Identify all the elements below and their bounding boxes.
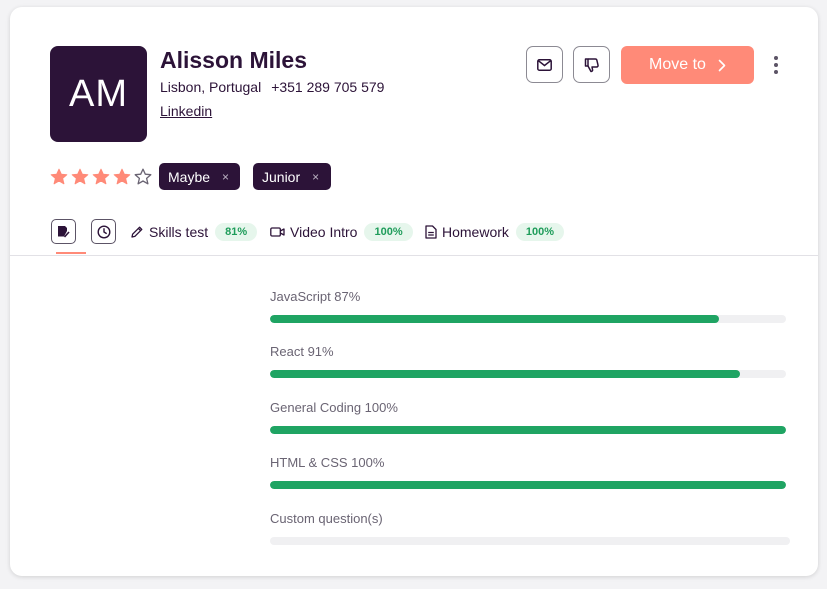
phone: +351 289 705 579 (271, 79, 385, 95)
tab-homework[interactable]: Homework 100% (425, 221, 565, 243)
tab-badge: 100% (515, 223, 565, 241)
star-filled-icon[interactable] (50, 168, 68, 186)
candidate-card: AM Alisson Miles Lisbon, Portugal +351 28… (10, 7, 818, 576)
tab-badge: 100% (364, 223, 413, 241)
tab-bar: Skills test 81% Video Intro 100% Homewor… (10, 218, 818, 256)
star-filled-icon[interactable] (71, 168, 89, 186)
remove-tag-icon[interactable]: × (222, 169, 230, 184)
tab-label: Homework (442, 224, 509, 240)
remove-tag-icon[interactable]: × (312, 169, 320, 184)
tab-video-intro[interactable]: Video Intro 100% (270, 221, 413, 243)
tab-label: Skills test (149, 224, 209, 240)
skill-progress-track (270, 426, 786, 434)
candidate-name: Alisson Miles (160, 47, 307, 73)
more-options-icon[interactable] (770, 55, 782, 75)
tag-label: Maybe (168, 168, 211, 185)
skill-progress-fill (270, 315, 719, 323)
skill-label: JavaScript 87% (270, 289, 361, 304)
skill-row: Custom question(s) (270, 511, 790, 545)
candidate-meta: Lisbon, Portugal +351 289 705 579 (160, 79, 384, 95)
skill-progress-track (270, 481, 786, 489)
star-rating[interactable] (50, 168, 152, 186)
tag-label: Junior (262, 168, 301, 185)
tab-label: Video Intro (290, 224, 358, 240)
skill-row: React 91% (270, 344, 786, 378)
skill-row: General Coding 100% (270, 400, 786, 434)
skill-progress-track (270, 370, 786, 378)
skill-progress-fill (270, 481, 786, 489)
clock-icon (96, 224, 111, 239)
skill-progress-track (270, 537, 790, 545)
document-icon (425, 225, 437, 239)
pencil-icon (131, 226, 143, 238)
chevron-right-icon (718, 59, 726, 71)
location: Lisbon, Portugal (160, 79, 262, 95)
skill-label: Custom question(s) (270, 511, 383, 526)
skill-label: General Coding 100% (270, 400, 398, 415)
star-filled-icon[interactable] (113, 168, 131, 186)
move-to-label: Move to (649, 56, 706, 73)
active-tab-indicator (56, 252, 86, 254)
skill-row: JavaScript 87% (270, 289, 786, 323)
skill-progress-fill (270, 370, 740, 378)
linkedin-link[interactable]: Linkedin (160, 103, 213, 119)
skill-progress-fill (270, 426, 786, 434)
skill-row: HTML & CSS 100% (270, 455, 786, 489)
video-icon (270, 227, 285, 237)
star-empty-icon[interactable] (134, 168, 152, 186)
skill-label: HTML & CSS 100% (270, 455, 385, 470)
thumbs-down-icon (584, 57, 599, 72)
move-to-button[interactable]: Move to (621, 46, 754, 84)
tab-history[interactable] (91, 219, 116, 244)
skill-label: React 91% (270, 344, 334, 359)
tag-maybe: Maybe × (159, 163, 240, 190)
tab-skills-test[interactable]: Skills test 81% (130, 221, 258, 243)
tag-junior: Junior × (253, 163, 331, 190)
avatar: AM (50, 46, 147, 142)
reject-button[interactable] (573, 46, 610, 83)
star-filled-icon[interactable] (92, 168, 110, 186)
email-button[interactable] (526, 46, 563, 83)
skill-progress-track (270, 315, 786, 323)
note-edit-icon (58, 226, 70, 238)
tab-badge: 81% (215, 223, 258, 241)
tab-notes[interactable] (51, 219, 76, 244)
mail-icon (537, 58, 552, 71)
